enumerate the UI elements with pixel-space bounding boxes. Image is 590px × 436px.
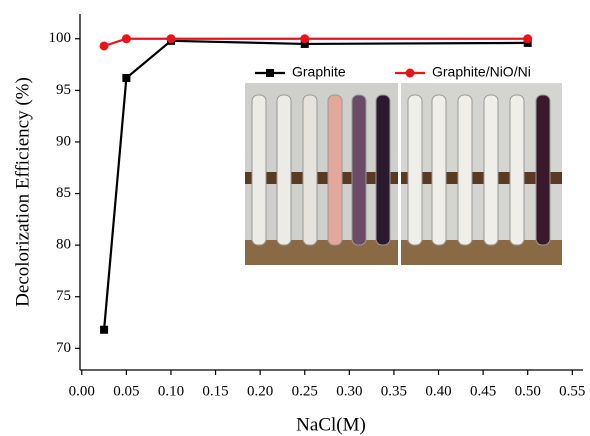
tube (251, 94, 267, 246)
legend-marker (405, 68, 415, 78)
marker (121, 34, 131, 44)
tube (351, 94, 367, 246)
y-tick-label: 95 (56, 82, 71, 98)
x-tick-label: 0.55 (559, 383, 585, 399)
legend-label: Graphite (292, 64, 346, 80)
rack (401, 240, 562, 265)
y-axis-title: Decolorization Efficiency (%) (12, 77, 33, 307)
marker (100, 325, 109, 334)
tube (276, 94, 292, 246)
tube (509, 94, 525, 246)
x-tick-label: 0.50 (515, 383, 541, 399)
tube (431, 94, 447, 246)
x-tick-label: 0.20 (247, 383, 273, 399)
legend-label: Graphite/NiO/Ni (432, 64, 531, 80)
x-tick-label: 0.15 (202, 383, 228, 399)
x-tick-label: 0.05 (113, 383, 139, 399)
rack (245, 240, 398, 265)
x-tick-label: 0.10 (158, 383, 184, 399)
y-tick-label: 100 (49, 30, 72, 46)
x-tick-label: 0.40 (425, 383, 451, 399)
tube (483, 94, 499, 246)
marker (300, 34, 310, 44)
y-tick-label: 75 (56, 288, 71, 304)
marker (99, 41, 109, 51)
x-axis-title: NaCl(M) (296, 414, 366, 435)
x-tick-label: 0.25 (292, 383, 318, 399)
x-tick-label: 0.30 (336, 383, 362, 399)
marker (523, 34, 533, 44)
tube (375, 94, 391, 246)
y-tick-label: 70 (56, 340, 71, 356)
x-tick-label: 0.45 (470, 383, 496, 399)
marker (122, 73, 131, 82)
photo-inset (245, 83, 562, 265)
marker (166, 34, 176, 44)
y-tick-label: 90 (56, 133, 71, 149)
tube (407, 94, 423, 246)
tube (302, 94, 318, 246)
marker (300, 39, 309, 48)
y-tick-label: 80 (56, 237, 71, 253)
x-tick-label: 0.00 (69, 383, 95, 399)
x-tick-label: 0.35 (381, 383, 407, 399)
tube (327, 94, 343, 246)
rack (245, 172, 398, 184)
y-tick-label: 85 (56, 185, 71, 201)
tube (535, 94, 551, 246)
tube (457, 94, 473, 246)
legend-marker (266, 69, 274, 77)
